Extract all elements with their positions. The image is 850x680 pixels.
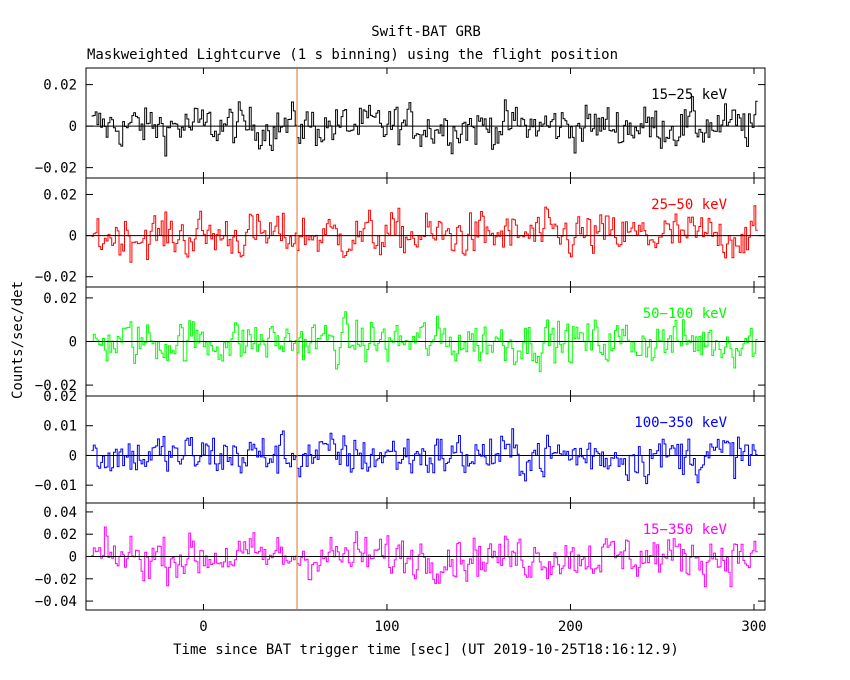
- series-line: [91, 311, 758, 373]
- y-tick-label: −0.02: [35, 161, 77, 177]
- y-tick-label: 0: [69, 448, 77, 464]
- y-tick-label: 0.04: [43, 505, 77, 521]
- panel-15-25-kev: −0.02 0 0.02 15−25 keV: [35, 67, 766, 179]
- panel-100-350-kev: −0.01 0 0.01 0.02 100−350 keV: [35, 389, 766, 504]
- panel-15-350-kev: −0.04 −0.02 0 0.02 0.04 15−350 keV: [35, 502, 766, 611]
- y-tick-label: 0: [69, 550, 77, 566]
- band-label: 15−25 keV: [651, 87, 727, 103]
- band-label: 25−50 keV: [651, 197, 727, 213]
- band-label: 100−350 keV: [634, 415, 727, 431]
- x-tick-label: 0: [199, 619, 207, 635]
- y-tick-label: 0.02: [43, 187, 77, 203]
- y-tick-label: −0.01: [35, 478, 77, 494]
- panel-25-50-kev: −0.02 0 0.02 25−50 keV: [35, 177, 766, 288]
- x-tick-label: 300: [741, 619, 766, 635]
- series-line: [91, 96, 758, 157]
- x-axis-label: Time since BAT trigger time [sec] (UT 20…: [173, 642, 679, 658]
- y-tick-label: 0.02: [43, 78, 77, 94]
- panel-50-100-kev: −0.02 0 0.02 50−100 keV: [35, 286, 766, 397]
- x-tick-label: 100: [374, 619, 399, 635]
- band-label: 50−100 keV: [643, 306, 728, 322]
- y-tick-label: −0.02: [35, 572, 77, 588]
- series-line: [91, 526, 758, 588]
- y-tick-label: 0.02: [43, 527, 77, 543]
- y-tick-label: −0.04: [35, 594, 77, 610]
- y-tick-label: 0.02: [43, 291, 77, 307]
- panel-frame: [85, 395, 766, 504]
- y-tick-label: −0.02: [35, 378, 77, 394]
- panel-frame: [85, 67, 766, 179]
- series-line: [91, 428, 758, 485]
- band-label: 15−350 keV: [643, 522, 728, 538]
- y-tick-label: 0: [69, 229, 77, 245]
- y-axis-label: Counts/sec/det: [10, 281, 26, 399]
- y-tick-label: 0.01: [43, 419, 77, 435]
- x-tick-label: 200: [558, 619, 583, 635]
- chart-subtitle: Maskweighted Lightcurve (1 s binning) us…: [87, 47, 618, 63]
- series-line: [91, 205, 758, 263]
- y-tick-label: 0: [69, 335, 77, 351]
- y-tick-label: 0: [69, 119, 77, 135]
- y-tick-label: −0.02: [35, 270, 77, 286]
- y-tick-label: 0.02: [43, 389, 77, 405]
- chart-title: Swift-BAT GRB: [371, 24, 481, 40]
